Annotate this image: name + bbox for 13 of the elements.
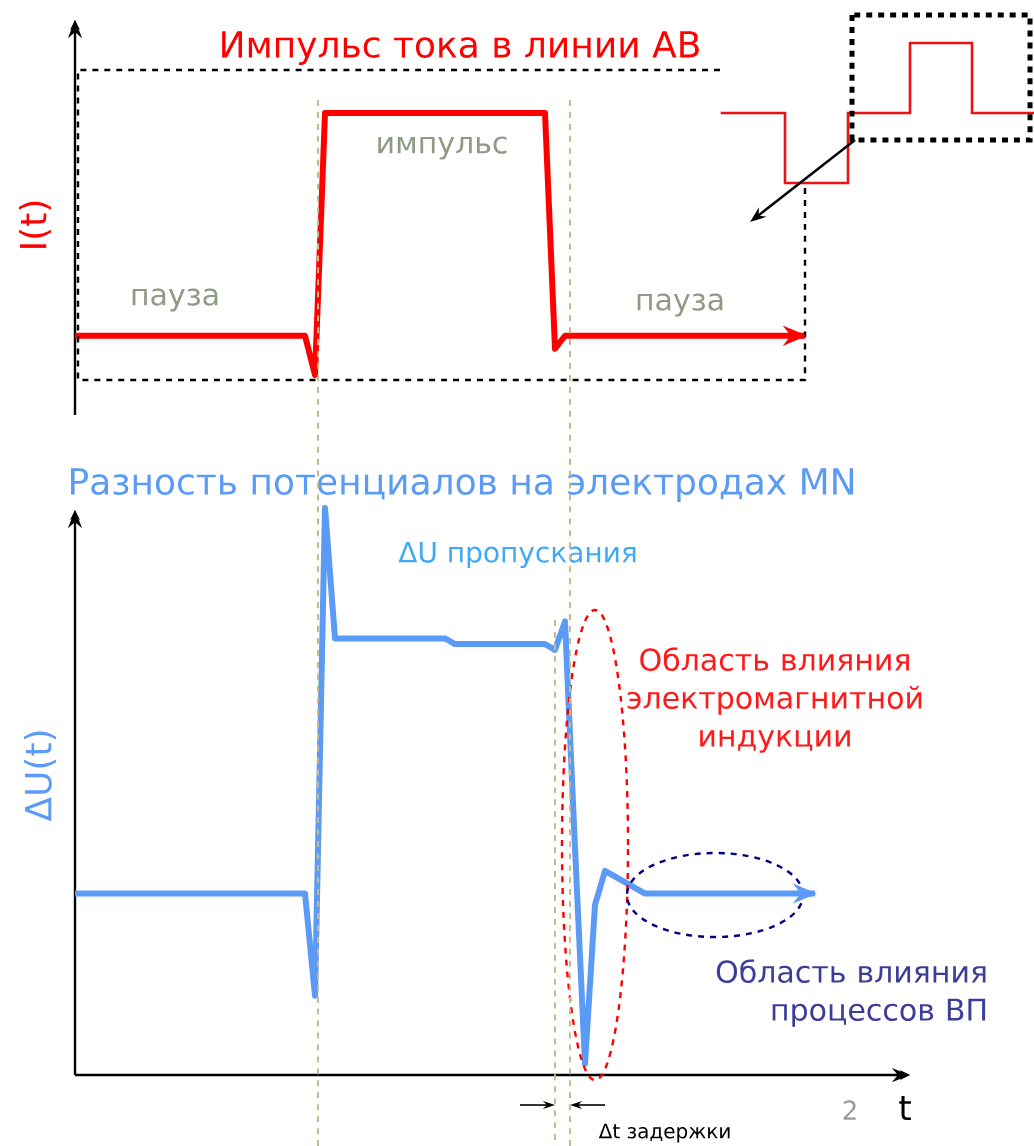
annotation: пауза [637, 293, 723, 317]
annotation: ΔU пропускания [398, 541, 636, 569]
annotation: Область влияния электромагнитной индукции [627, 647, 922, 753]
text: Δt задержки [598, 1123, 730, 1143]
annotation: Область влияния процессов ВП [716, 959, 986, 1027]
x-axis-title: t [899, 1096, 911, 1120]
chart-title: Импульс тока в линии АВ [222, 31, 699, 65]
y-axis-title: I(t) [18, 201, 52, 248]
annotation: пауза [132, 288, 218, 312]
y-axis-title: ΔU(t) [23, 731, 57, 822]
text: 2 [843, 1100, 856, 1120]
chart-title: Разность потенциалов на электродах MN [71, 468, 854, 502]
annotation: импульс [378, 136, 507, 160]
